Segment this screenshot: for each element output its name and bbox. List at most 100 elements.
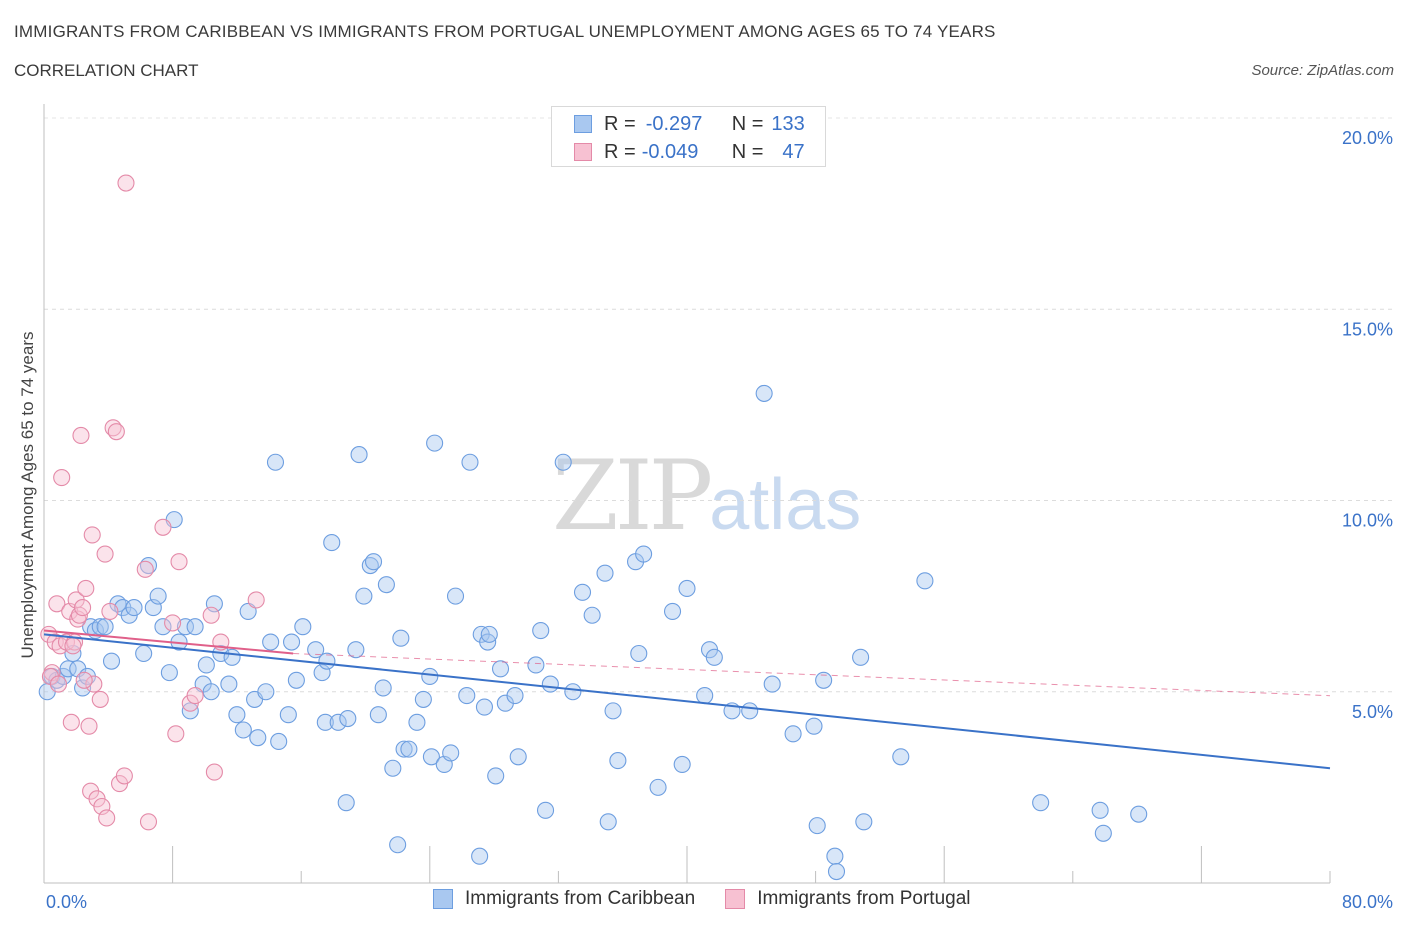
caribbean-point [630, 644, 648, 663]
portugal-point [139, 813, 158, 831]
portugal-point [64, 637, 82, 655]
caribbean-point [197, 656, 215, 674]
axes [43, 104, 1331, 884]
caribbean-point [471, 847, 489, 865]
caribbean-point [1094, 824, 1112, 842]
caribbean-point [364, 553, 383, 571]
caribbean-point [583, 606, 601, 624]
tick-labels: 5.0% 10.0% 15.0% 20.0% 0.0% 80.0% [46, 128, 1393, 912]
caribbean-point [421, 667, 439, 686]
y-axis-label: Unemployment Among Ages 65 to 74 years [18, 332, 37, 659]
caribbean-point [283, 633, 301, 651]
caribbean-point [249, 729, 267, 747]
caribbean-point [202, 683, 220, 701]
caribbean-point [1091, 801, 1109, 819]
caribbean-point [673, 755, 691, 773]
y-tick-label: 15.0% [1342, 319, 1393, 339]
portugal-point [247, 591, 265, 609]
portugal-point [77, 579, 95, 598]
caribbean-point [59, 660, 77, 678]
caribbean-point [604, 702, 622, 720]
caribbean-point [287, 671, 305, 689]
caribbean-point [186, 618, 204, 636]
caribbean-point [573, 583, 592, 601]
caribbean-swatch [574, 115, 592, 133]
caribbean-point [149, 587, 167, 605]
r-label: R = [604, 112, 636, 135]
caribbean-point [270, 732, 288, 751]
caribbean-point [763, 675, 781, 693]
legend-item-caribbean[interactable]: Immigrants from Caribbean [433, 888, 695, 910]
n-value: 133 [771, 112, 805, 135]
r-value: -0.049 [641, 140, 699, 163]
caribbean-point [916, 572, 934, 590]
portugal-point [170, 553, 188, 571]
caribbean-points [38, 384, 1148, 881]
portugal-point [115, 767, 133, 785]
caribbean-point [392, 629, 410, 647]
caribbean-point [384, 759, 402, 777]
caribbean-point [125, 599, 143, 617]
caribbean-point [408, 713, 426, 731]
portugal-point [117, 174, 135, 192]
caribbean-point [532, 621, 550, 640]
caribbean-point [355, 587, 373, 605]
caribbean-point [266, 453, 285, 471]
legend-item-portugal[interactable]: Immigrants from Portugal [725, 888, 971, 910]
portugal-point [91, 690, 109, 708]
caribbean-point [135, 644, 153, 663]
caribbean-point [826, 847, 844, 865]
portugal-point [49, 675, 68, 693]
caribbean-point [892, 748, 910, 766]
caribbean-legend-swatch [433, 889, 453, 909]
caribbean-point [458, 687, 476, 705]
portugal-point [154, 518, 172, 536]
caribbean-point [541, 675, 559, 693]
caribbean-point [160, 664, 178, 682]
caribbean-point [635, 545, 653, 563]
caribbean-point [564, 683, 582, 701]
caribbean-point [347, 641, 365, 659]
watermark-logo: ZIPatlas [552, 440, 861, 552]
caribbean-point [663, 602, 682, 620]
portugal-point [53, 468, 71, 487]
r-label: R = [604, 140, 636, 163]
portugal-point [72, 426, 90, 445]
caribbean-point [339, 709, 357, 728]
n-value: 47 [782, 140, 805, 163]
caribbean-point [228, 706, 246, 724]
caribbean-point [395, 740, 413, 758]
caribbean-point [852, 648, 870, 666]
caribbean-point [599, 813, 617, 831]
portugal-point [202, 606, 220, 624]
caribbean-point [279, 706, 297, 724]
portugal-point [186, 687, 204, 705]
caribbean-point [649, 778, 667, 796]
caribbean-point [805, 717, 823, 735]
caribbean-point [400, 740, 418, 758]
caribbean-point [446, 587, 465, 605]
watermark-zip: ZIP [552, 440, 713, 552]
portugal-point [80, 717, 98, 735]
caribbean-point [596, 564, 614, 582]
caribbean-point [262, 633, 280, 651]
caribbean-point [329, 713, 347, 731]
y-tick-label: 20.0% [1342, 128, 1393, 148]
portugal-point [62, 713, 80, 731]
caribbean-point [257, 683, 275, 701]
caribbean-point [784, 725, 802, 743]
caribbean-point [223, 648, 241, 666]
x-tick-label: 80.0% [1342, 892, 1393, 912]
caribbean-point [426, 434, 444, 452]
caribbean-point [487, 767, 505, 785]
caribbean-point [154, 618, 172, 636]
portugal-point [136, 560, 154, 578]
portugal-swatch [574, 143, 592, 161]
caribbean-point [220, 675, 238, 693]
caribbean-point [294, 618, 312, 636]
n-label: N = [731, 140, 764, 163]
caribbean-point [374, 679, 392, 697]
caribbean-point [91, 618, 109, 636]
portugal-point [205, 763, 223, 781]
